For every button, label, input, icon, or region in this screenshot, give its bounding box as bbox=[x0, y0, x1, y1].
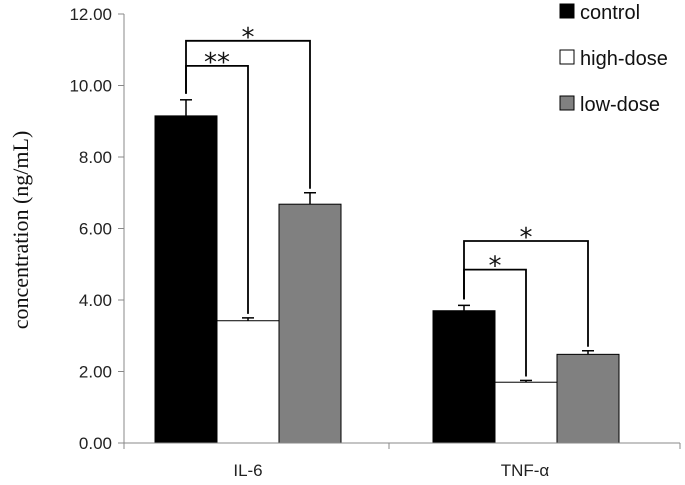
legend-label: high-dose bbox=[580, 48, 668, 70]
plot-area: 0.00 2.00 4.00 6.00 8.00 10.00 12.00 IL-6 TNF-α *… bbox=[69, 2, 681, 480]
significance-bracket bbox=[185, 39, 311, 189]
significance-label: * bbox=[242, 23, 255, 53]
y-tick-label: 12.00 bbox=[69, 5, 112, 24]
category-label: IL-6 bbox=[233, 461, 262, 480]
significance-label: * bbox=[489, 252, 502, 282]
legend-label: low-dose bbox=[580, 94, 660, 116]
significance-label: * bbox=[520, 223, 533, 253]
y-tick-label: 4.00 bbox=[79, 291, 112, 310]
legend-swatch-low-dose bbox=[559, 95, 575, 111]
y-tick-label: 2.00 bbox=[79, 363, 112, 382]
bar-low-dose-0 bbox=[278, 203, 342, 444]
legend-label: control bbox=[580, 2, 640, 24]
y-tick-label: 0.00 bbox=[79, 434, 112, 453]
significance-bracket bbox=[463, 240, 589, 347]
y-tick-label: 10.00 bbox=[69, 77, 112, 96]
significance-label: ** bbox=[204, 48, 230, 78]
legend: control high-dose low-dose bbox=[559, 2, 668, 116]
bar-high-dose-0 bbox=[216, 320, 280, 444]
y-tick-label: 6.00 bbox=[79, 220, 112, 239]
bar-low-dose-1 bbox=[556, 353, 620, 444]
legend-swatch-high-dose bbox=[559, 49, 575, 65]
legend-swatch-control bbox=[559, 3, 575, 19]
bar-control-0 bbox=[154, 115, 218, 444]
y-tick-label: 8.00 bbox=[79, 148, 112, 167]
y-axis-label: concentration (ng/mL) bbox=[8, 131, 33, 330]
category-label: TNF-α bbox=[501, 461, 550, 480]
bar-high-dose-1 bbox=[494, 381, 558, 444]
bar-control-1 bbox=[432, 310, 496, 444]
